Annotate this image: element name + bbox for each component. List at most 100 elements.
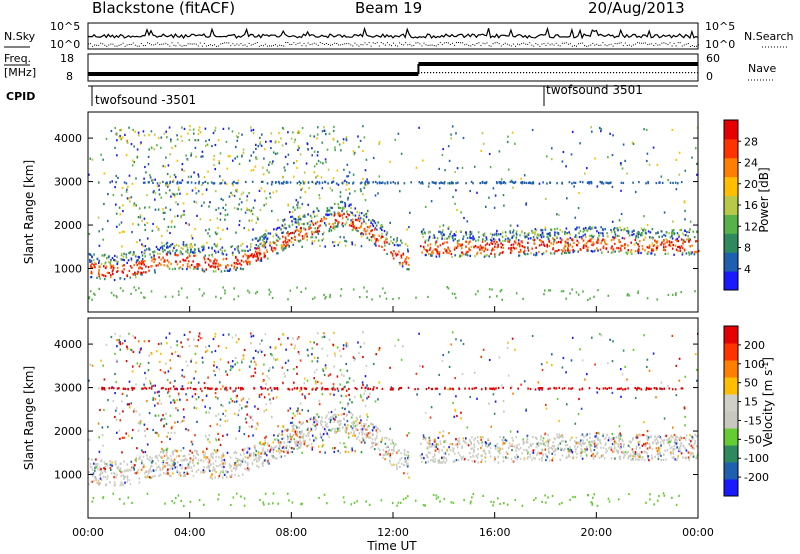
- range-cell: [296, 286, 298, 289]
- range-cell: [144, 228, 147, 232]
- range-cell: [95, 477, 98, 480]
- range-cell: [304, 233, 307, 236]
- range-cell: [193, 267, 196, 270]
- range-cell: [322, 237, 325, 240]
- range-cell: [125, 154, 128, 157]
- range-cell: [170, 195, 172, 198]
- range-cell: [465, 233, 468, 236]
- range-cell: [296, 440, 298, 443]
- nsearch-point: [210, 44, 211, 46]
- range-cell: [480, 252, 482, 255]
- range-cell: [246, 467, 249, 470]
- range-cell: [222, 286, 224, 289]
- range-cell: [436, 237, 439, 240]
- range-cell: [360, 430, 363, 433]
- nave-point: [205, 72, 207, 74]
- range-cell: [251, 213, 254, 216]
- range-cell: [283, 180, 285, 183]
- range-cell: [638, 433, 641, 436]
- range-cell: [391, 449, 393, 452]
- range-cell: [192, 128, 195, 131]
- range-cell: [313, 135, 315, 138]
- range-cell: [516, 233, 518, 236]
- range-cell: [360, 181, 363, 184]
- range-cell: [166, 454, 168, 457]
- range-cell: [680, 436, 682, 439]
- range-cell: [126, 197, 129, 200]
- range-cell: [339, 207, 342, 210]
- noise-traces: [87, 26, 699, 47]
- range-cell: [666, 438, 668, 441]
- nsearch-point: [588, 45, 590, 47]
- range-cell: [351, 416, 353, 419]
- range-cell: [141, 251, 143, 254]
- range-cell: [502, 181, 504, 184]
- range-cell: [345, 136, 348, 139]
- range-cell: [610, 457, 613, 460]
- range-cell: [259, 242, 262, 246]
- range-cell: [465, 182, 467, 185]
- range-cell: [527, 450, 530, 453]
- range-cell: [408, 226, 410, 229]
- range-cell: [350, 224, 353, 227]
- range-cell: [210, 475, 212, 478]
- range-cell: [665, 245, 667, 248]
- nave-point: [160, 72, 162, 74]
- range-cell: [634, 455, 637, 458]
- range-cell: [114, 483, 117, 486]
- range-cell: [688, 239, 690, 242]
- range-cell: [98, 230, 100, 233]
- range-cell: [222, 471, 224, 474]
- range-cell: [284, 428, 286, 431]
- range-cell: [257, 218, 259, 221]
- nsearch-point: [271, 45, 272, 47]
- range-cell: [376, 431, 379, 434]
- range-cell: [317, 159, 320, 163]
- range-cell: [551, 445, 554, 448]
- range-cell: [231, 245, 234, 248]
- nsearch-point: [571, 45, 573, 47]
- range-cell: [602, 246, 605, 249]
- range-cell: [576, 452, 578, 456]
- range-cell: [455, 230, 458, 233]
- range-cell: [399, 190, 401, 193]
- range-cell: [429, 248, 431, 251]
- range-cell: [332, 137, 334, 140]
- range-cell: [506, 452, 509, 455]
- range-cell: [391, 441, 394, 444]
- range-cell: [287, 451, 289, 454]
- nsearch-point: [425, 44, 427, 46]
- range-cell: [362, 149, 364, 153]
- range-cell: [479, 182, 481, 185]
- range-cell: [152, 257, 155, 260]
- nsearch-point: [470, 45, 472, 47]
- range-cell: [287, 243, 289, 246]
- range-cell: [107, 256, 110, 259]
- nsearch-point: [610, 43, 612, 45]
- range-cell: [370, 446, 372, 449]
- nsearch-point: [378, 45, 380, 47]
- nsearch-point: [134, 44, 136, 46]
- range-cell: [183, 474, 185, 477]
- range-cell: [539, 442, 542, 445]
- range-cell: [381, 235, 383, 238]
- range-cell: [130, 257, 133, 260]
- nave-point: [652, 72, 654, 74]
- range-cell: [610, 247, 612, 250]
- range-cell: [294, 238, 296, 241]
- range-cell: [183, 213, 185, 216]
- range-cell: [256, 216, 259, 219]
- range-cell: [216, 259, 218, 262]
- range-cell: [557, 447, 559, 450]
- range-cell: [299, 218, 301, 221]
- range-cell: [470, 441, 472, 444]
- range-cell: [450, 252, 453, 256]
- range-cell: [165, 452, 167, 455]
- range-cell: [181, 126, 183, 129]
- freq-panel: Freq. [MHz] 18 8 60 0 Nave: [4, 52, 776, 83]
- range-cell: [159, 467, 161, 470]
- range-cell: [173, 173, 176, 176]
- range-cell: [689, 228, 691, 231]
- range-cell: [141, 254, 144, 257]
- range-cell: [529, 455, 532, 459]
